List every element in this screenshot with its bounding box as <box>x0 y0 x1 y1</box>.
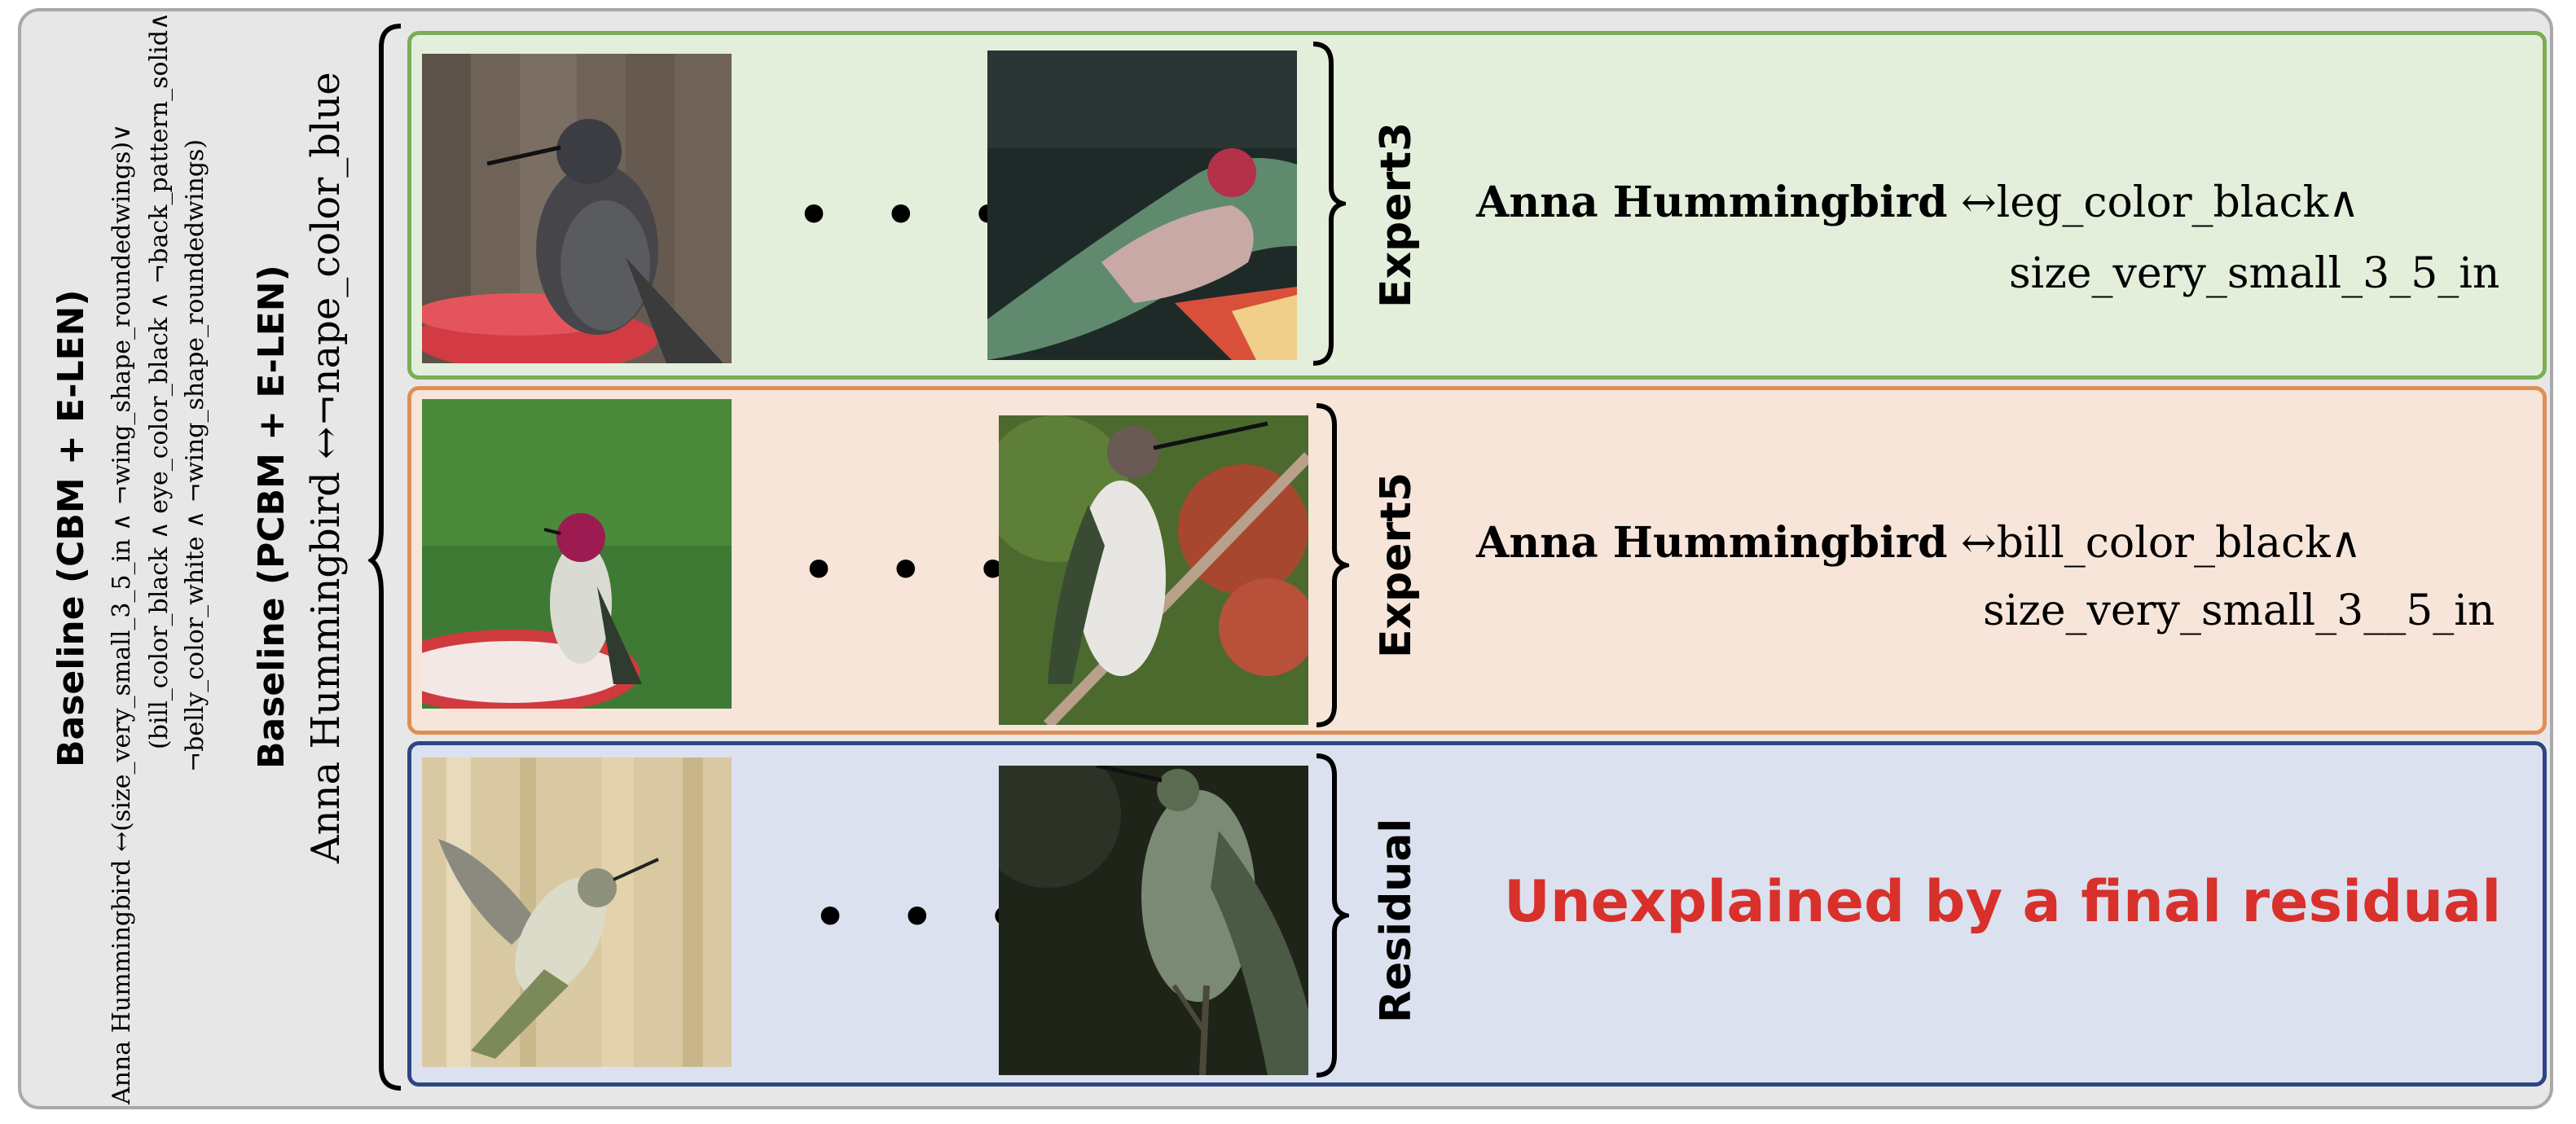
baseline-pcbm-title-wrap: Baseline (PCBM + E-LEN) <box>251 265 292 769</box>
expert5-label: Expert5 <box>1372 472 1421 658</box>
hummingbird-photo-residual-first <box>422 757 732 1067</box>
baseline-cbm-line1: Anna Hummingbird ↔(size_very_small_3_5_i… <box>108 124 136 1104</box>
expert3-rule-part1: ↔leg_color_black∧ <box>1947 178 2360 227</box>
expert5-class-name: Anna Hummingbird <box>1476 518 1948 568</box>
expert3-class-name: Anna Hummingbird <box>1476 178 1948 227</box>
baseline-cbm-rule-part1: ↔(size_very_small_3_5_in ∧ ¬wing_shape_r… <box>108 123 136 860</box>
brace-expert5 <box>1316 403 1349 727</box>
baseline-cbm-class: Anna Hummingbird <box>108 859 136 1104</box>
expert3-label: Expert3 <box>1372 121 1421 308</box>
hummingbird-photo-residual-last <box>999 766 1308 1075</box>
ellipsis-expert3: • • • <box>795 179 1022 252</box>
hummingbird-photo-expert5-first <box>422 399 732 709</box>
expert5-label-wrap: Expert5 <box>1372 472 1421 658</box>
left-brace <box>368 24 402 1091</box>
brace-residual <box>1316 753 1349 1078</box>
expert3-label-wrap: Expert3 <box>1372 122 1421 308</box>
expert5-rule-line1: Anna Hummingbird ↔bill_color_black∧ <box>1476 518 2362 568</box>
residual-label: Residual <box>1372 818 1421 1023</box>
residual-panel <box>407 741 2547 1087</box>
expert3-panel <box>407 31 2547 380</box>
baseline-cbm-rule-part3: ¬belly_color_white ∧ ¬wing_shape_rounded… <box>181 138 209 772</box>
ellipsis-expert5: • • • <box>800 534 1026 608</box>
expert5-panel <box>407 386 2547 735</box>
baseline-cbm-block: Baseline (CBM + E-LEN) <box>51 290 92 767</box>
residual-text: Unexplained by a final residual <box>1504 868 2502 935</box>
expert3-rule-line1: Anna Hummingbird ↔leg_color_black∧ <box>1476 178 2359 227</box>
baseline-cbm-title: Baseline (CBM + E-LEN) <box>51 289 92 767</box>
hummingbird-photo-expert3-first <box>422 54 732 363</box>
expert5-rule-line2: size_very_small_3__5_in <box>1983 586 2495 635</box>
brace-expert3 <box>1312 42 1346 366</box>
hummingbird-photo-expert3-last <box>987 50 1297 360</box>
expert5-rule-part1: ↔bill_color_black∧ <box>1947 519 2362 568</box>
baseline-cbm-line2-wrap: (bill_color_black ∧ eye_color_black ∧ ¬b… <box>145 12 174 749</box>
baseline-cbm-rule-part2: (bill_color_black ∧ eye_color_black ∧ ¬b… <box>145 12 174 749</box>
hummingbird-photo-expert5-last <box>999 415 1308 725</box>
residual-label-wrap: Residual <box>1372 819 1421 1023</box>
baseline-pcbm-title: Baseline (PCBM + E-LEN) <box>251 265 292 769</box>
expert3-rule-line2: size_very_small_3_5_in <box>2009 249 2500 298</box>
baseline-pcbm-rule: Anna Hummingbird ↔¬nape_color_blue <box>303 72 349 863</box>
baseline-cbm-line3-wrap: ¬belly_color_white ∧ ¬wing_shape_rounded… <box>181 139 209 772</box>
ellipsis-residual: • • • <box>811 881 1038 955</box>
baseline-pcbm-rule-wrap: Anna Hummingbird ↔¬nape_color_blue <box>303 72 349 863</box>
